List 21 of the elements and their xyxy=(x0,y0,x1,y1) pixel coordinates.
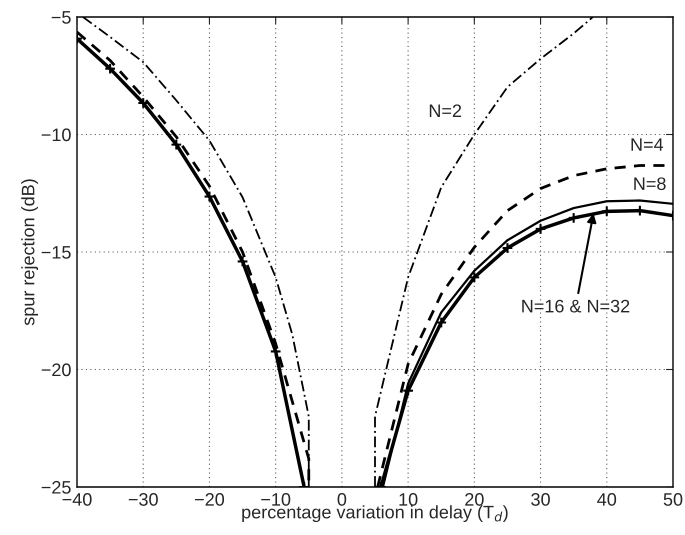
x-tick-label: 50 xyxy=(664,493,682,506)
annotation: N=8 xyxy=(634,177,666,190)
x-tick-label: 30 xyxy=(531,493,550,506)
x-tick-label: 0 xyxy=(338,493,346,506)
y-tick-label: −20 xyxy=(42,363,71,376)
x-tick-label: −40 xyxy=(62,493,92,506)
y-tick-label: −5 xyxy=(52,11,71,24)
x-tick-label: −10 xyxy=(261,493,290,506)
y-tick-label: −25 xyxy=(42,480,71,494)
annotation: N=2 xyxy=(430,104,462,117)
x-tick-label: 10 xyxy=(399,493,418,506)
y-axis-title: spur rejection (dB) xyxy=(21,179,38,326)
y-tick-label: −15 xyxy=(42,246,71,259)
annotation: N=4 xyxy=(632,138,664,151)
x-tick-label: 20 xyxy=(465,493,484,506)
x-tick-label: −30 xyxy=(128,493,158,506)
x-tick-label: 40 xyxy=(597,493,616,506)
annotation: N=16 & N=32 xyxy=(522,300,630,313)
y-tick-label: −10 xyxy=(42,128,71,142)
x-tick-label: −20 xyxy=(195,493,224,506)
x-axis-title: percentage variation in delay (T$_{d}$) xyxy=(242,505,508,522)
